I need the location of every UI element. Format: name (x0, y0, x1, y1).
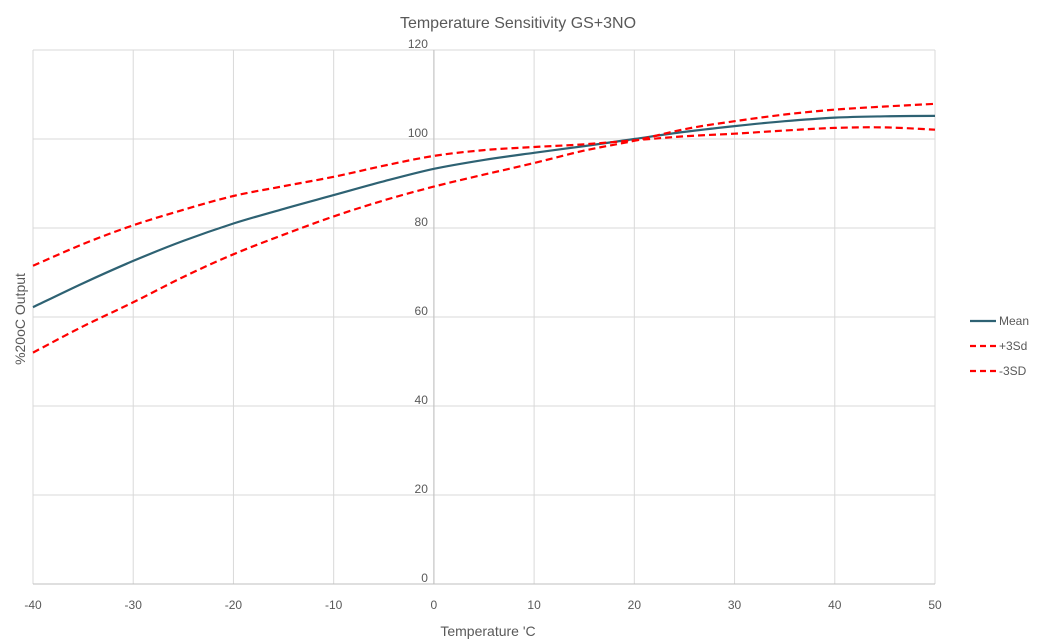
x-tick-label: -20 (225, 598, 243, 612)
x-tick-label: 30 (728, 598, 742, 612)
x-tick-label: 0 (431, 598, 438, 612)
x-tick-label: -10 (325, 598, 343, 612)
series-line-2 (32, 102, 936, 354)
series-lines (32, 102, 936, 354)
x-axis-ticks: -40 -30 -20 -10 0 10 20 30 40 50 (24, 598, 942, 612)
x-tick-label: 20 (628, 598, 642, 612)
y-tick-label: 120 (408, 37, 428, 51)
x-tick-label: 10 (527, 598, 541, 612)
x-axis-title: Temperature 'C (440, 623, 535, 639)
y-tick-label: 80 (415, 215, 429, 229)
x-tick-label: 40 (828, 598, 842, 612)
y-tick-label: 100 (408, 126, 428, 140)
y-tick-label: 60 (415, 304, 429, 318)
x-tick-label: -40 (24, 598, 42, 612)
chart-title: Temperature Sensitivity GS+3NO (400, 15, 636, 32)
y-tick-label: 40 (415, 393, 429, 407)
y-tick-label: 0 (421, 571, 428, 585)
legend-label: -3SD (999, 364, 1027, 378)
y-axis-ticks: 0 20 40 60 80 100 120 (408, 37, 428, 585)
series-line-1 (32, 126, 936, 267)
legend: Mean +3Sd -3SD (970, 314, 1029, 378)
gridlines (32, 49, 936, 585)
y-axis-title: %20oC Output (12, 273, 28, 365)
legend-label: Mean (999, 314, 1029, 328)
legend-label: +3Sd (999, 339, 1027, 353)
x-tick-label: -30 (125, 598, 143, 612)
series-line-0 (32, 114, 936, 309)
x-tick-label: 50 (928, 598, 942, 612)
y-tick-label: 20 (415, 482, 429, 496)
